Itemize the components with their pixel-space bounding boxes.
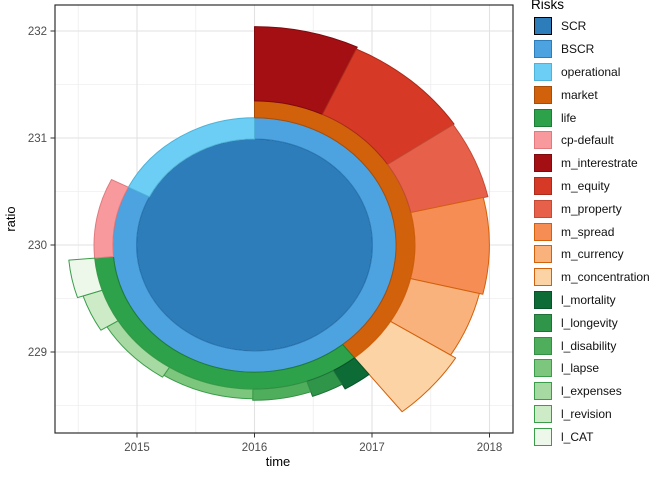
- legend-items: SCR BSCR operational market life cp-default m_…: [525, 15, 672, 448]
- legend-swatch: [534, 176, 552, 195]
- legend-swatch: [534, 85, 552, 104]
- legend-label: life: [561, 110, 577, 125]
- legend-swatch: [534, 245, 552, 264]
- legend-item-life: life: [525, 106, 672, 129]
- y-tick-label: 232: [28, 26, 47, 38]
- legend-label: m_equity: [561, 178, 610, 193]
- x-tick-label: 2016: [242, 442, 268, 454]
- legend-swatch: [534, 154, 552, 173]
- legend-item-SCR: SCR: [525, 15, 672, 38]
- legend-item-m_spread: m_spread: [525, 220, 672, 243]
- legend-item-m_concentration: m_concentration: [525, 266, 672, 289]
- legend-item-operational: operational: [525, 61, 672, 84]
- legend-label: market: [561, 87, 598, 102]
- legend-label: m_property: [561, 201, 622, 216]
- legend-label: SCR: [561, 19, 587, 34]
- legend-label: m_interestrate: [561, 156, 638, 171]
- y-tick-label: 230: [28, 240, 47, 252]
- legend-label: l_mortality: [561, 292, 616, 307]
- legend-label: l_disability: [561, 338, 617, 353]
- legend-item-l_CAT: l_CAT: [525, 425, 672, 448]
- axis-tick-labels: 2015 2016 2017 2018 229 230 231 232: [28, 26, 502, 454]
- legend-item-l_disability: l_disability: [525, 334, 672, 357]
- legend-swatch: [534, 40, 552, 59]
- legend-swatch: [534, 62, 552, 81]
- x-tick-label: 2017: [359, 442, 385, 454]
- legend-swatch: [534, 359, 552, 378]
- panel-border: [54, 4, 514, 434]
- legend-swatch: [534, 131, 552, 150]
- legend-label: cp-default: [561, 133, 614, 148]
- wedge-m_concentration: [353, 320, 457, 413]
- y-tick-label: 231: [28, 133, 47, 145]
- legend-swatch: [534, 336, 552, 355]
- x-tick-label: 2018: [477, 442, 503, 454]
- legend-swatch: [534, 427, 552, 446]
- legend-label: operational: [561, 64, 621, 79]
- legend-item-l_revision: l_revision: [525, 403, 672, 426]
- legend-swatch: [534, 17, 552, 36]
- legend-swatch: [534, 313, 552, 332]
- wedge-cp-default: [93, 179, 129, 259]
- legend-swatch: [534, 290, 552, 309]
- legend-swatch: [534, 108, 552, 127]
- legend-label: l_CAT: [561, 429, 594, 444]
- legend-swatch: [534, 199, 552, 218]
- legend-label: l_longevity: [561, 315, 618, 330]
- legend: Risks SCR BSCR operational market life cp-def…: [525, 0, 672, 448]
- legend-item-l_mortality: l_mortality: [525, 289, 672, 312]
- y-tick-label: 229: [28, 347, 47, 359]
- legend-swatch: [534, 382, 552, 401]
- legend-item-l_longevity: l_longevity: [525, 311, 672, 334]
- legend-title: Risks: [531, 0, 564, 12]
- legend-item-l_expenses: l_expenses: [525, 380, 672, 403]
- legend-item-m_currency: m_currency: [525, 243, 672, 266]
- y-axis-title: ratio: [3, 206, 18, 231]
- legend-item-m_property: m_property: [525, 197, 672, 220]
- legend-item-BSCR: BSCR: [525, 38, 672, 61]
- wedge-m_equity: [321, 48, 455, 165]
- sunburst-wedges: [68, 26, 490, 413]
- legend-swatch: [534, 268, 552, 287]
- legend-label: m_currency: [561, 247, 624, 262]
- x-axis-title: time: [266, 454, 291, 469]
- axis-ticks: [50, 30, 490, 438]
- wedge-m_spread: [410, 197, 490, 295]
- legend-item-m_equity: m_equity: [525, 175, 672, 198]
- legend-item-l_lapse: l_lapse: [525, 357, 672, 380]
- legend-label: l_lapse: [561, 361, 600, 376]
- legend-swatch: [534, 404, 552, 423]
- wedge-l_CAT: [68, 257, 103, 299]
- legend-label: BSCR: [561, 42, 595, 57]
- legend-label: l_revision: [561, 406, 612, 421]
- legend-swatch: [534, 222, 552, 241]
- legend-label: m_spread: [561, 224, 615, 239]
- legend-item-m_interestrate: m_interestrate: [525, 152, 672, 175]
- legend-item-cp-default: cp-default: [525, 129, 672, 152]
- wedge-m_interestrate: [254, 26, 358, 115]
- legend-label: m_concentration: [561, 270, 650, 285]
- legend-label: l_expenses: [561, 384, 622, 399]
- wedge-SCR: [136, 138, 373, 352]
- legend-item-market: market: [525, 83, 672, 106]
- x-tick-label: 2015: [124, 442, 150, 454]
- wedge-operational: [127, 117, 255, 198]
